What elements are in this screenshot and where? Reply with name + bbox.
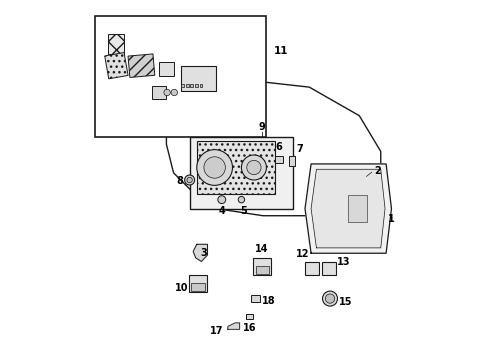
Text: 10: 10 xyxy=(175,283,189,293)
Text: 7: 7 xyxy=(297,144,303,154)
Text: 1: 1 xyxy=(388,214,394,224)
Bar xyxy=(186,84,189,87)
Text: 8: 8 xyxy=(177,176,184,186)
Ellipse shape xyxy=(325,294,335,303)
Ellipse shape xyxy=(185,175,195,185)
Bar xyxy=(246,314,253,319)
Bar xyxy=(256,266,269,274)
Polygon shape xyxy=(228,323,240,329)
Text: 9: 9 xyxy=(259,122,266,132)
Bar xyxy=(128,54,155,77)
Ellipse shape xyxy=(197,150,232,185)
Bar xyxy=(159,62,173,76)
Text: 5: 5 xyxy=(240,206,246,216)
Text: 12: 12 xyxy=(296,249,309,259)
Text: 15: 15 xyxy=(339,297,352,307)
Bar xyxy=(348,195,368,222)
Ellipse shape xyxy=(238,197,245,203)
Bar xyxy=(152,86,167,99)
Bar xyxy=(191,283,205,291)
Bar xyxy=(181,66,217,91)
Text: 13: 13 xyxy=(337,257,351,267)
Ellipse shape xyxy=(187,177,192,183)
Bar xyxy=(275,156,283,163)
Bar xyxy=(108,35,124,54)
Text: 2: 2 xyxy=(374,166,381,176)
Polygon shape xyxy=(167,80,381,216)
Bar xyxy=(190,137,293,208)
Bar xyxy=(197,141,275,194)
Bar xyxy=(199,84,202,87)
Bar xyxy=(322,262,336,275)
Text: 6: 6 xyxy=(275,142,282,152)
Polygon shape xyxy=(311,169,385,248)
Polygon shape xyxy=(305,164,392,253)
Polygon shape xyxy=(193,244,207,261)
Text: 3: 3 xyxy=(200,248,207,258)
Bar xyxy=(251,295,260,302)
Bar xyxy=(289,157,295,166)
Ellipse shape xyxy=(247,160,261,175)
Ellipse shape xyxy=(322,291,338,306)
Bar xyxy=(190,84,193,87)
Text: 17: 17 xyxy=(210,327,223,337)
Bar xyxy=(195,84,198,87)
Text: 16: 16 xyxy=(243,323,256,333)
Bar xyxy=(95,16,267,137)
Bar xyxy=(105,53,128,79)
Ellipse shape xyxy=(242,155,267,180)
Bar xyxy=(189,275,207,292)
Bar xyxy=(253,258,271,275)
Text: 18: 18 xyxy=(262,296,276,306)
Text: 14: 14 xyxy=(255,244,269,254)
Text: 4: 4 xyxy=(219,206,225,216)
Bar xyxy=(305,262,319,275)
Ellipse shape xyxy=(164,89,171,96)
Bar xyxy=(181,84,184,87)
Ellipse shape xyxy=(171,89,177,96)
Ellipse shape xyxy=(204,157,225,178)
Text: 11: 11 xyxy=(273,46,288,57)
Ellipse shape xyxy=(218,196,226,203)
